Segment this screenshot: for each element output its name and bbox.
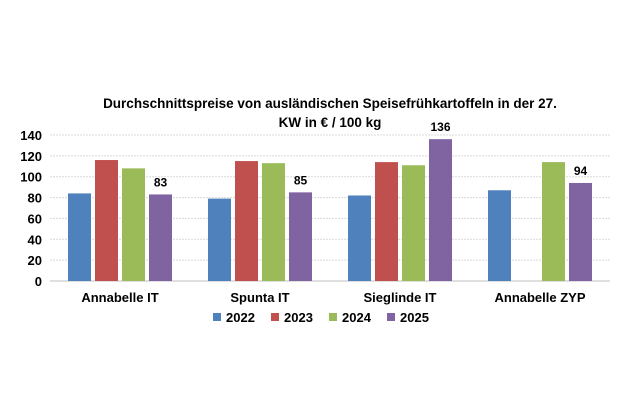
legend-label: 2023 (284, 310, 313, 325)
legend-swatch-2022 (213, 313, 221, 321)
bar-2023 (375, 162, 398, 281)
bar-2023 (235, 161, 258, 281)
y-tick-label: 20 (28, 253, 42, 268)
bar-2022 (348, 195, 371, 281)
x-tick-label: Annabelle IT (81, 290, 158, 305)
chart-title-line2: KW in € / 100 kg (278, 115, 382, 130)
bar-2025 (149, 194, 172, 281)
y-tick-label: 120 (20, 149, 42, 164)
y-tick-label: 80 (28, 191, 42, 206)
bar-2022 (488, 190, 511, 281)
legend-swatch-2025 (387, 313, 395, 321)
chart-title-line1: Durchschnittspreise von ausländischen Sp… (103, 96, 557, 111)
legend-swatch-2023 (271, 313, 279, 321)
bar-2022 (68, 193, 91, 281)
y-tick-label: 140 (20, 128, 42, 143)
legend-swatch-2024 (329, 313, 337, 321)
bar-2025 (429, 139, 452, 281)
bar-2023 (95, 160, 118, 281)
legend-label: 2022 (226, 310, 255, 325)
legend-label: 2024 (342, 310, 372, 325)
x-tick-label: Spunta IT (230, 290, 289, 305)
data-label: 85 (294, 173, 308, 187)
data-label: 136 (430, 120, 450, 134)
bar-2024 (542, 162, 565, 281)
bar-2024 (402, 165, 425, 281)
data-label: 83 (154, 175, 168, 189)
data-label: 94 (574, 164, 588, 178)
y-tick-label: 60 (28, 211, 42, 226)
bar-2024 (262, 163, 285, 281)
y-tick-label: 100 (20, 170, 42, 185)
bar-2024 (122, 168, 145, 281)
x-tick-label: Annabelle ZYP (494, 290, 585, 305)
bar-2025 (569, 182, 592, 281)
y-tick-label: 0 (35, 274, 42, 289)
legend-label: 2025 (400, 310, 429, 325)
x-tick-label: Sieglinde IT (364, 290, 437, 305)
y-tick-label: 40 (28, 232, 42, 247)
bar-2022 (208, 198, 231, 281)
chart-title: Durchschnittspreise von ausländischen Sp… (60, 94, 600, 132)
bar-2025 (289, 192, 312, 281)
